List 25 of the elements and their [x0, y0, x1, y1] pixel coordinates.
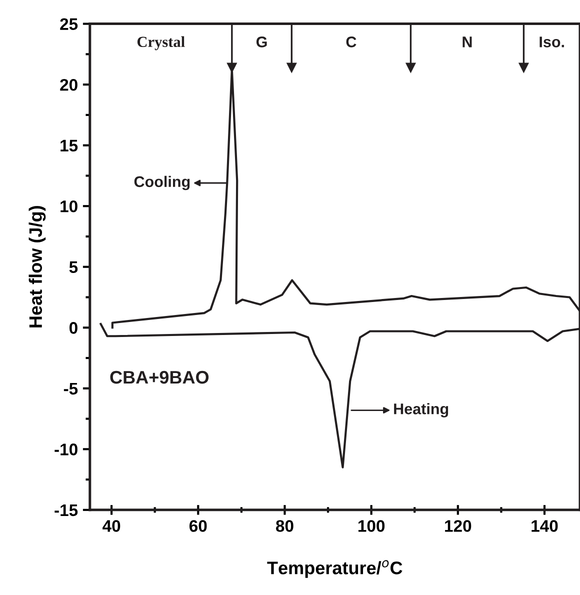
y-tick-label: 20	[60, 78, 78, 91]
y-tick-label: 25	[60, 18, 78, 30]
annotation: Iso.	[540, 36, 564, 48]
y-tick-label: -15	[54, 504, 78, 516]
y-tick-label: -10	[54, 444, 78, 456]
annotation: N	[462, 36, 472, 48]
y-tick-label: 0	[69, 322, 78, 334]
annotation: Heating	[394, 403, 448, 418]
x-axis-title: Temperature/$^{o}$C	[267, 560, 402, 578]
x-tick-label: 140	[532, 520, 558, 532]
annotation: G	[256, 36, 267, 48]
y-tick-label: 10	[60, 200, 78, 212]
x-tick-label: 40	[102, 520, 120, 532]
y-tick-label: -5	[64, 382, 78, 395]
y-tick-label: 15	[60, 140, 78, 152]
y-axis-title: Heat flow (J/g)	[28, 206, 46, 328]
annotation: CBA+9BAO	[110, 370, 209, 384]
y-tick-label: 5	[69, 261, 78, 274]
x-tick-label: 80	[276, 520, 294, 532]
x-tick-label: 120	[445, 520, 472, 532]
x-tick-label: 100	[358, 520, 385, 532]
x-tick-label: 60	[189, 520, 207, 532]
annotation: Cooling	[134, 176, 190, 190]
annotation: Crystal	[137, 36, 185, 50]
annotation: C	[346, 36, 356, 48]
